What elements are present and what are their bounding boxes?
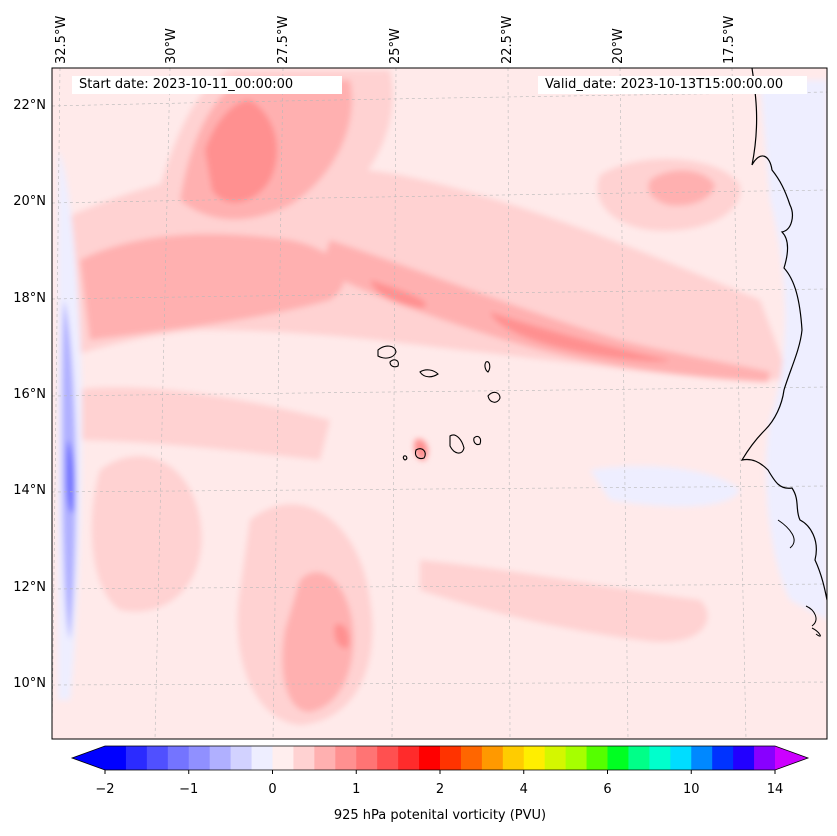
colorbar-segment	[230, 746, 253, 770]
colorbar-segment	[565, 746, 588, 770]
lon-label-22.5w: 22.5°W	[500, 15, 515, 64]
colorbar-segment	[125, 746, 148, 770]
colorbar	[70, 745, 810, 774]
pv-band-mid-west	[80, 234, 345, 340]
colorbar-segment	[670, 746, 692, 770]
colorbar-segment	[105, 746, 127, 770]
lat-label-18n: 18°N	[13, 291, 46, 306]
colorbar-segment	[523, 746, 546, 770]
island-sal	[484, 361, 491, 373]
pv-islands-core	[414, 439, 428, 461]
colorbar-segment	[460, 746, 483, 770]
pv-east-band-light	[420, 560, 708, 642]
colorbar-segment	[607, 746, 629, 770]
colorbar-segment	[544, 746, 567, 770]
pv-plume-core	[205, 100, 278, 203]
colorbar-segment	[146, 746, 169, 770]
pv-negative-strip-core	[66, 440, 75, 513]
colorbar-label: 925 hPa potenital vorticity (PVU)	[333, 808, 547, 823]
pv-negative-east-land	[760, 80, 827, 620]
colorbar-tick-label: 6	[603, 782, 612, 797]
colorbar-tick-label: 1	[352, 782, 361, 797]
colorbar-extend-min	[72, 746, 105, 770]
colorbar-segment	[293, 746, 315, 770]
island-santiago	[449, 434, 465, 454]
colorbar-segment	[649, 746, 671, 770]
pv-south-plume-mid	[282, 572, 354, 712]
map-plot-area	[52, 68, 827, 739]
pv-streak-mid	[320, 240, 770, 382]
colorbar-segment	[251, 746, 273, 770]
colorbar-segment	[754, 746, 776, 770]
island-brava	[402, 455, 408, 461]
lon-label-32.5w: 32.5°W	[54, 15, 69, 64]
colorbar-segment	[628, 746, 650, 770]
colorbar-segment	[440, 746, 462, 770]
colorbar-segment	[691, 746, 713, 770]
lon-label-27.5w: 27.5°W	[276, 15, 291, 64]
pv-south-west-light	[91, 456, 202, 612]
cape-verde-islands	[377, 345, 501, 461]
pv-mid-band-light	[70, 387, 330, 460]
colorbar-segment	[377, 746, 399, 770]
colorbar-segment	[314, 746, 336, 770]
colorbar-segment	[356, 746, 378, 770]
pv-south-plume-core	[334, 624, 350, 649]
colorbar-segment	[272, 746, 294, 770]
colorbar-tick-label: 0	[268, 782, 277, 797]
colorbar-segment	[733, 746, 755, 770]
lat-label-22n: 22°N	[13, 98, 46, 113]
colorbar-segment	[398, 746, 420, 770]
lat-label-10n: 10°N	[13, 676, 46, 691]
colorbar-tick-label: 14	[766, 782, 784, 797]
island-maio	[473, 435, 482, 446]
valid-date-label: Valid_date: 2023-10-13T15:00:00.00	[538, 76, 807, 94]
colorbar-tick-label: 2	[435, 782, 445, 797]
colorbar-tick-label: −2	[95, 782, 115, 797]
colorbar-segment	[188, 746, 211, 770]
colorbar-segment	[335, 746, 357, 770]
island-boa-vista	[487, 391, 501, 403]
colorbar-tick-label: −1	[179, 782, 199, 797]
pv-northeast-blob-mid	[648, 170, 715, 206]
colorbar-extend-max	[775, 746, 808, 770]
colorbar-segment	[167, 746, 190, 770]
graticule	[52, 68, 827, 739]
colorbar-tick-label: 10	[682, 782, 700, 797]
colorbar-tick-label: 4	[519, 782, 528, 797]
lon-label-30w: 30°W	[164, 28, 179, 64]
island-santo-antao	[377, 345, 397, 359]
start-date-label: Start date: 2023-10-11_00:00:00	[72, 76, 342, 94]
lat-label-16n: 16°N	[13, 387, 46, 402]
colorbar-segment	[712, 746, 734, 770]
map-frame	[51, 67, 828, 740]
island-sao-vicente	[389, 359, 399, 368]
lat-label-20n: 20°N	[13, 194, 46, 209]
island-sao-nicolau	[419, 369, 439, 378]
pv-negative-south-east	[590, 466, 740, 507]
lon-label-17.5w: 17.5°W	[722, 15, 737, 64]
colorbar-segment	[586, 746, 608, 770]
lat-label-14n: 14°N	[13, 483, 46, 498]
colorbar-segment	[419, 746, 441, 770]
colorbar-segment	[481, 746, 504, 770]
pv-contour-fills	[58, 70, 827, 725]
colorbar-segment	[209, 746, 232, 770]
island-fogo	[414, 448, 426, 460]
lat-label-12n: 12°N	[13, 580, 46, 595]
lon-label-25w: 25°W	[388, 28, 403, 64]
lon-label-20w: 20°W	[611, 28, 626, 64]
africa-coast-detail	[777, 519, 821, 637]
colorbar-segment	[502, 746, 525, 770]
africa-coastline	[740, 68, 827, 601]
